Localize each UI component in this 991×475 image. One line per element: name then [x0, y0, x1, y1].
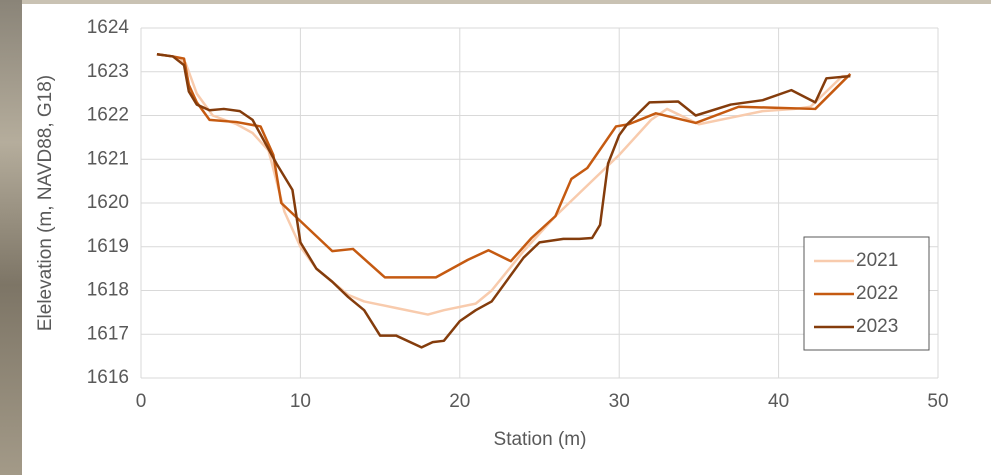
- x-tick-label: 50: [927, 391, 948, 412]
- y-tick-label: 1620: [87, 192, 129, 213]
- y-tick-label: 1617: [87, 323, 129, 344]
- data-line: [157, 54, 850, 277]
- y-tick-label: 1623: [87, 61, 129, 82]
- y-tick-label: 1624: [87, 17, 130, 38]
- legend-label: 2023: [856, 316, 898, 337]
- chart: Station (m) Elelevation (m, NAVD88, G18)…: [0, 0, 991, 475]
- y-tick-label: 1616: [87, 367, 129, 388]
- x-tick-label: 0: [136, 391, 147, 412]
- y-tick-label: 1621: [87, 148, 129, 169]
- data-line: [157, 54, 850, 347]
- x-tick-label: 40: [768, 391, 789, 412]
- y-tick-label: 1618: [87, 280, 129, 301]
- y-tick-label: 1622: [87, 105, 129, 126]
- legend-label: 2021: [856, 250, 898, 271]
- x-tick-label: 30: [609, 391, 630, 412]
- x-tick-label: 10: [290, 391, 311, 412]
- x-tick-label: 20: [449, 391, 470, 412]
- x-axis-label: Station (m): [494, 429, 587, 450]
- legend-label: 2022: [856, 283, 898, 304]
- y-axis-label: Elelevation (m, NAVD88, G18): [35, 75, 56, 331]
- photo-edge: [0, 0, 22, 475]
- data-line: [157, 54, 850, 314]
- y-tick-label: 1619: [87, 236, 129, 257]
- photo-edge: [22, 0, 991, 4]
